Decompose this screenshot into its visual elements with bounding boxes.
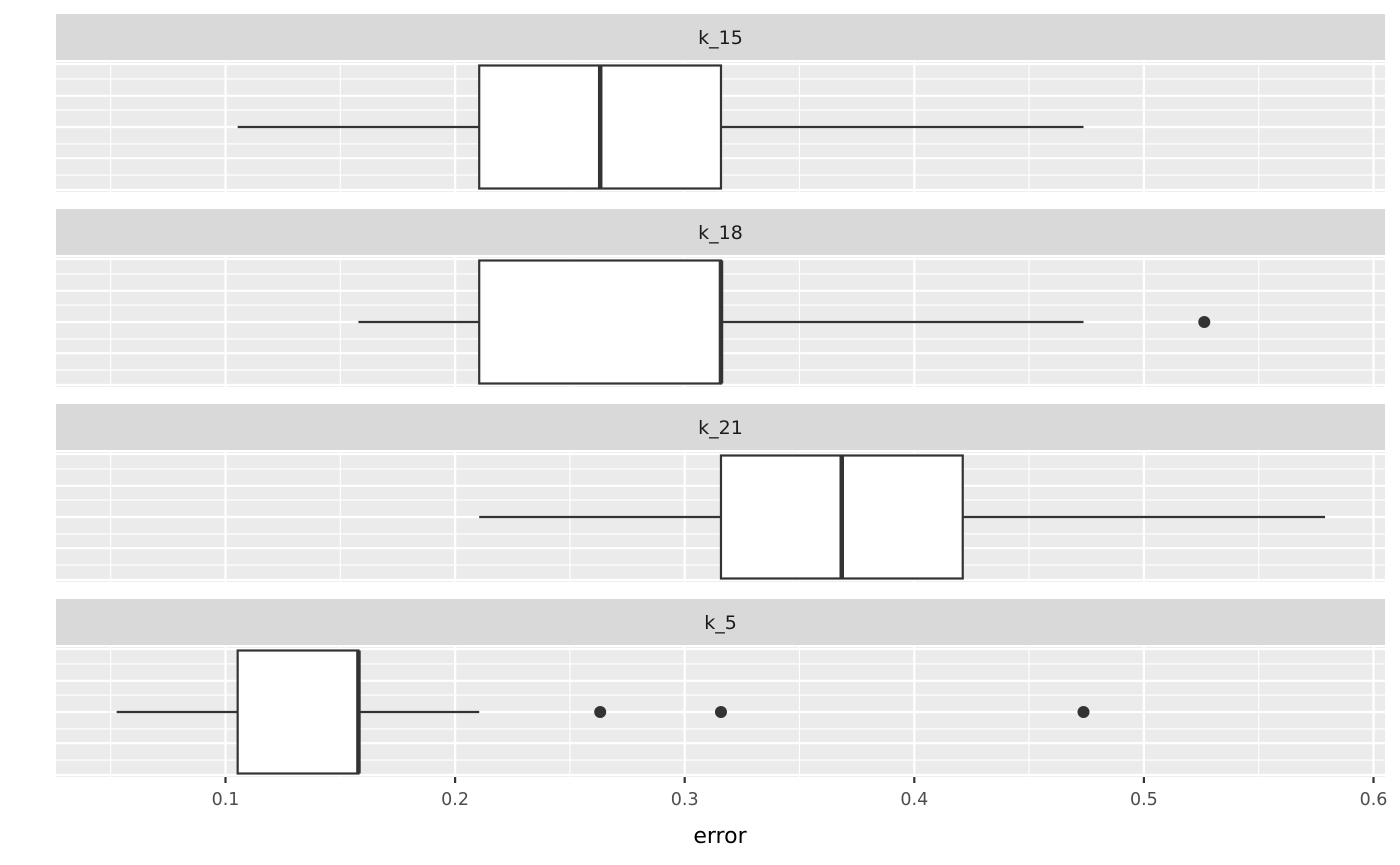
facet-strip — [56, 599, 1385, 645]
x-tick-label: 0.5 — [1130, 790, 1158, 810]
facet-panels: k_15 k_18 k_21 k_5 — [56, 14, 1385, 777]
x-tick-label: 0.3 — [671, 790, 699, 810]
facet-strip — [56, 14, 1385, 60]
x-tick-label: 0.4 — [900, 790, 928, 810]
x-axis: 0.1 0.2 0.3 0.4 0.5 0.6 — [212, 777, 1388, 810]
x-tick-label: 0.1 — [212, 790, 240, 810]
facet-strip — [56, 209, 1385, 255]
facet-k-21: k_21 — [56, 404, 1385, 582]
outlier-point — [714, 706, 727, 718]
box-iqr — [236, 649, 360, 775]
facet-strip-label: k_15 — [698, 27, 743, 49]
facet-k-15: k_15 — [56, 14, 1385, 192]
facet-strip-label: k_5 — [704, 612, 737, 634]
outlier-point — [1198, 316, 1211, 328]
outlier-point — [1077, 706, 1090, 718]
facet-strip-label: k_21 — [698, 417, 743, 439]
facet-strip-label: k_18 — [698, 222, 743, 244]
x-axis-title: error — [693, 824, 747, 849]
x-tick-label: 0.2 — [441, 790, 469, 810]
outlier-point — [594, 706, 607, 718]
box-iqr — [478, 259, 723, 385]
x-tick-label: 0.6 — [1360, 790, 1388, 810]
facet-strip — [56, 404, 1385, 450]
facet-k-18: k_18 — [56, 209, 1385, 387]
facet-k-5: k_5 — [56, 599, 1385, 777]
